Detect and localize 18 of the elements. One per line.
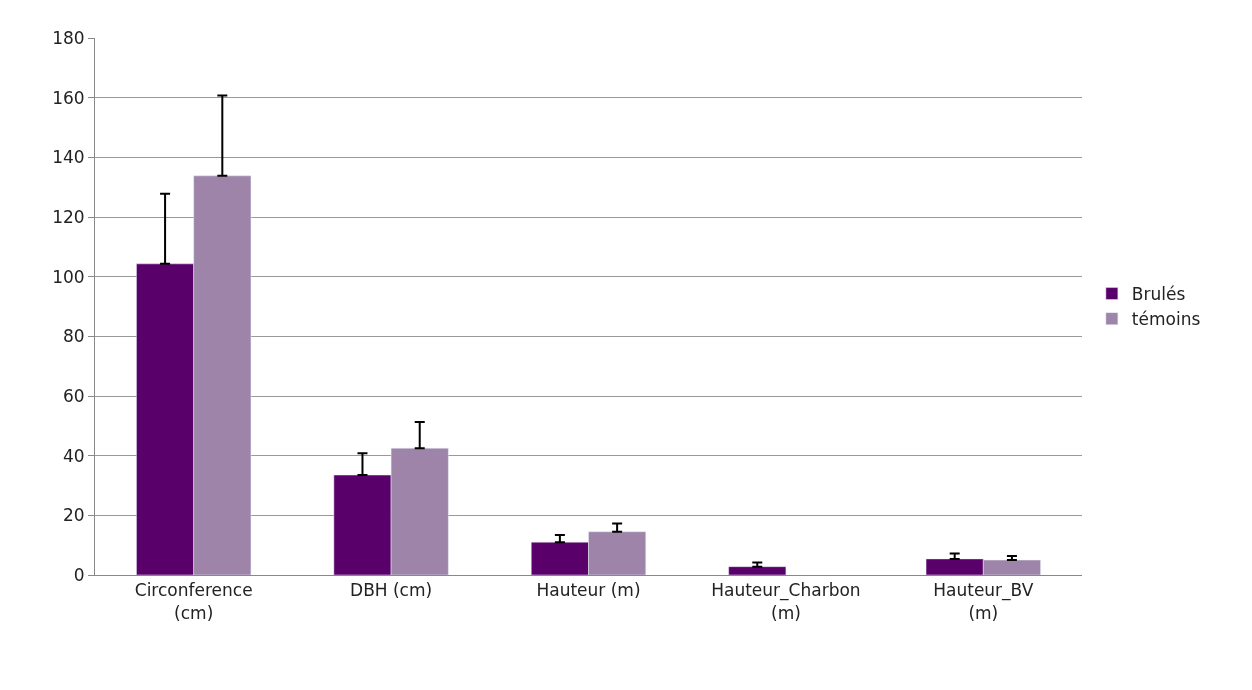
y-tick-label: 80 [62, 326, 85, 347]
y-tick-label: 100 [52, 266, 85, 287]
y-tick-label: 0 [73, 564, 85, 585]
y-tick-label: 180 [52, 27, 85, 48]
x-tick-label: Hauteur_Charbon (m) [711, 580, 861, 623]
y-tick-label: 140 [52, 147, 85, 168]
legend-label: Brulés [1131, 284, 1186, 305]
y-tick-label: 40 [62, 445, 85, 466]
x-tick-label: DBH (cm) [350, 580, 433, 601]
x-tick-label: Circonference (cm) [134, 580, 253, 623]
y-tick-label: 60 [62, 385, 85, 406]
y-tick-label: 160 [52, 87, 85, 108]
bar [728, 566, 787, 575]
x-tick-label: Hauteur (m) [536, 580, 641, 601]
legend-label: témoins [1131, 309, 1201, 330]
y-tick-label: 120 [52, 206, 85, 227]
y-tick-label: 20 [62, 505, 85, 526]
x-tick-label: Hauteur_BV (m) [933, 580, 1034, 623]
